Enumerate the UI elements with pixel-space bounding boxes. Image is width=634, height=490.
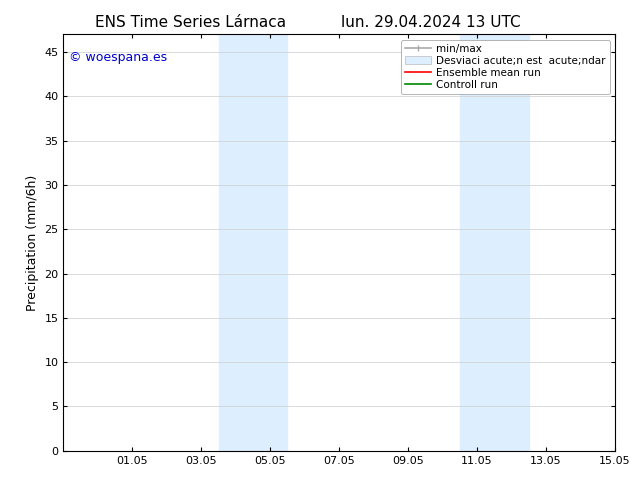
Bar — [219, 34, 287, 451]
Text: © woespana.es: © woespana.es — [69, 51, 167, 64]
Text: ENS Time Series Lárnaca: ENS Time Series Lárnaca — [94, 15, 286, 30]
Y-axis label: Precipitation (mm/6h): Precipitation (mm/6h) — [26, 174, 39, 311]
Text: lun. 29.04.2024 13 UTC: lun. 29.04.2024 13 UTC — [341, 15, 521, 30]
Bar — [460, 34, 529, 451]
Legend: min/max, Desviaci acute;n est  acute;ndar, Ensemble mean run, Controll run: min/max, Desviaci acute;n est acute;ndar… — [401, 40, 610, 94]
